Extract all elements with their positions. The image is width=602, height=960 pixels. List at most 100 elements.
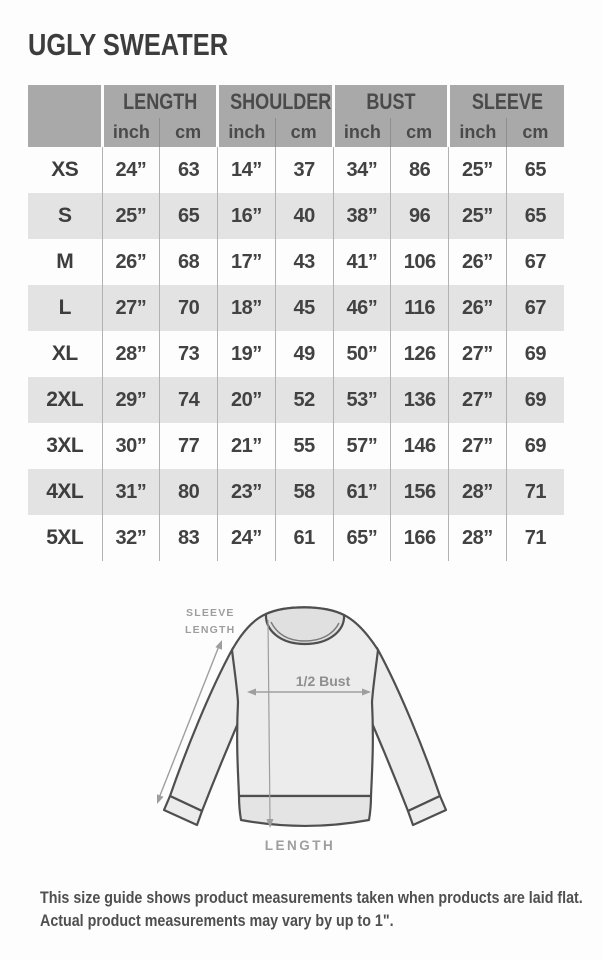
unit-header: cm — [390, 118, 449, 147]
column-group-sleeve: SLEEVE — [447, 85, 565, 118]
table-row: 2XL 29” 74 20” 52 53” 136 27” 69 — [28, 377, 565, 423]
measurement-cell: 49 — [274, 331, 334, 377]
bust-arrow-head-right — [362, 688, 371, 696]
table-group-header-row: LENGTH SHOULDER BUST SLEEVE — [28, 85, 565, 118]
corner-cell — [28, 85, 102, 118]
size-label: S — [57, 204, 72, 227]
measurement-cell: 50” — [332, 331, 391, 377]
measurement-cell: 17” — [217, 239, 276, 285]
sleeve-length-arrow-line — [158, 645, 220, 799]
measurement-annotations: SLEEVE LENGTH 1/2 Bust LENGTH — [157, 607, 371, 853]
unit-header: inch — [100, 118, 160, 147]
measurement-cell: 71 — [505, 469, 565, 515]
table-row: M 26” 68 17” 43 41” 106 26” 67 — [28, 239, 565, 285]
measurement-cell: 53” — [332, 377, 391, 423]
size-label: 5XL — [46, 526, 84, 549]
size-table-container: LENGTH SHOULDER BUST SLEEVE inch cm inch… — [28, 85, 565, 561]
measurement-cell: 96 — [390, 193, 449, 239]
measurement-cell: 69 — [505, 331, 565, 377]
column-group-bust: BUST — [331, 85, 449, 118]
measurement-cell: 61” — [332, 469, 391, 515]
measurement-cell: 74 — [159, 377, 218, 423]
unit-header: inch — [447, 118, 507, 147]
collar-rib-line — [270, 621, 340, 642]
measurement-cell: 166 — [390, 515, 449, 561]
measurement-cell: 86 — [390, 147, 449, 193]
size-table-header: LENGTH SHOULDER BUST SLEEVE inch cm inch… — [28, 85, 565, 147]
table-row: S 25” 65 16” 40 38” 96 25” 65 — [28, 193, 565, 239]
measurement-cell: 41” — [332, 239, 391, 285]
unit-header: cm — [159, 118, 218, 147]
measurement-cell: 80 — [159, 469, 218, 515]
length-arrow-head — [266, 819, 274, 828]
sweater-measurement-diagram: SLEEVE LENGTH 1/2 Bust LENGTH — [157, 606, 448, 853]
sleeve-arrow-head-top — [215, 640, 222, 650]
measurement-cell: 126 — [390, 331, 449, 377]
measurement-cell: 18” — [217, 285, 276, 331]
corner-cell-units — [28, 118, 102, 147]
measurement-cell: 27” — [448, 331, 507, 377]
measurement-cell: 77 — [159, 423, 218, 469]
measurement-cell: 65” — [332, 515, 391, 561]
measurement-cell: 52 — [274, 377, 334, 423]
measurement-cell: 24” — [217, 515, 276, 561]
length-line — [267, 619, 271, 821]
size-label: 2XL — [46, 388, 84, 411]
measurement-cell: 28” — [101, 331, 160, 377]
sleeve-length-label-line2: LENGTH — [185, 624, 235, 636]
measurement-cell: 57” — [332, 423, 391, 469]
measurement-cell: 45 — [274, 285, 334, 331]
table-row: L 27” 70 18” 45 46” 116 26” 67 — [28, 285, 565, 331]
measurement-cell: 69 — [505, 423, 565, 469]
measurement-cell: 136 — [390, 377, 449, 423]
measurement-cell: 65 — [505, 147, 565, 193]
table-row: 4XL 31” 80 23” 58 61” 156 28” 71 — [28, 469, 565, 515]
measurement-cell: 19” — [217, 331, 276, 377]
measurement-cell: 24” — [101, 147, 160, 193]
measurement-cell: 70 — [159, 285, 218, 331]
table-row: XS 24” 63 14” 37 34” 86 25” 65 — [28, 147, 565, 193]
sleeve-arrow-head-bottom — [157, 794, 164, 804]
measurement-cell: 40 — [274, 193, 334, 239]
measurement-cell: 58 — [274, 469, 334, 515]
measurement-cell: 68 — [159, 239, 218, 285]
unit-header: cm — [274, 118, 334, 147]
table-row: 5XL 32” 83 24” 61 65” 166 28” 71 — [28, 515, 565, 561]
measurement-cell: 73 — [159, 331, 218, 377]
measurement-cell: 31” — [101, 469, 160, 515]
measurement-cell: 23” — [217, 469, 276, 515]
table-unit-header-row: inch cm inch cm inch cm inch cm — [28, 118, 565, 147]
measurement-cell: 14” — [217, 147, 276, 193]
measurement-cell: 25” — [448, 193, 507, 239]
page-title: UGLY SWEATER — [28, 27, 229, 62]
measurement-cell: 27” — [101, 285, 160, 331]
measurement-cell: 26” — [101, 239, 160, 285]
unit-header: cm — [505, 118, 565, 147]
bust-arrow-head-left — [247, 688, 256, 696]
measurement-cell: 116 — [390, 285, 449, 331]
size-label: XS — [51, 158, 79, 181]
size-label: 4XL — [46, 480, 84, 503]
size-label: M — [56, 250, 74, 273]
measurement-cell: 67 — [505, 285, 565, 331]
measurement-cell: 21” — [217, 423, 276, 469]
measurement-cell: 55 — [274, 423, 334, 469]
footer-note-line1: This size guide shows product measuremen… — [40, 888, 583, 907]
measurement-cell: 29” — [101, 377, 160, 423]
footer-note-line2: Actual product measurements may vary by … — [40, 911, 394, 930]
measurement-cell: 43 — [274, 239, 334, 285]
unit-header: inch — [331, 118, 391, 147]
measurement-cell: 71 — [505, 515, 565, 561]
measurement-cell: 37 — [274, 147, 334, 193]
measurement-cell: 46” — [332, 285, 391, 331]
measurement-cell: 20” — [217, 377, 276, 423]
measurement-cell: 63 — [159, 147, 218, 193]
measurement-cell: 106 — [390, 239, 449, 285]
measurement-cell: 32” — [101, 515, 160, 561]
measurement-cell: 25” — [448, 147, 507, 193]
measurement-cell: 65 — [159, 193, 218, 239]
unit-header: inch — [216, 118, 276, 147]
sleeve-length-label-line1: SLEEVE — [186, 607, 235, 619]
measurement-cell: 28” — [448, 469, 507, 515]
